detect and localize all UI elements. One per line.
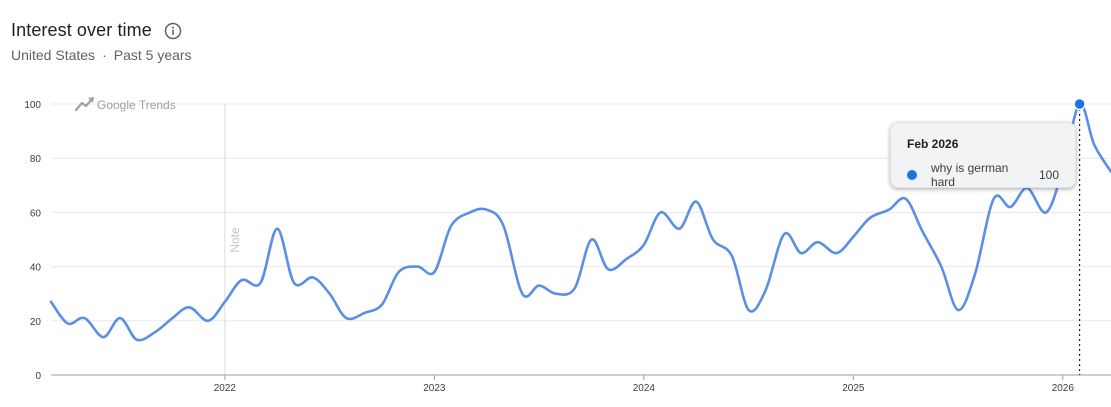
watermark-label: Google Trends [97, 98, 176, 112]
tooltip-date: Feb 2026 [907, 137, 959, 151]
y-tick-label: 20 [30, 317, 42, 328]
google-trends-watermark: Google Trends [74, 97, 176, 112]
tooltip-value: 100 [1038, 168, 1059, 182]
info-circle-icon[interactable] [164, 22, 182, 40]
region-label[interactable]: United States [11, 47, 96, 63]
chart-subtitle: United States · Past 5 years [11, 47, 192, 63]
note-annotation: Note [224, 104, 242, 375]
hover-point[interactable] [1073, 97, 1086, 111]
y-tick-label: 100 [24, 100, 41, 111]
series-line-why-is-german-hard [49, 102, 1111, 342]
tooltip-series-swatch [907, 170, 917, 180]
trending-up-icon [74, 97, 94, 112]
y-tick-label: 40 [30, 263, 42, 274]
separator-dot: · [102, 47, 107, 63]
y-tick-label: 80 [30, 154, 42, 165]
y-tick-label: 0 [35, 371, 41, 382]
chart-tooltip: Feb 2026 why is german hard 100 [890, 122, 1076, 189]
title-row: Interest over time [11, 20, 192, 41]
axes: 0 20 40 60 80 100 2022 2023 2024 2025 2026 [24, 100, 1111, 394]
tooltip-term: why is german hard [930, 161, 1009, 189]
series-layer [49, 97, 1111, 375]
chart-title: Interest over time [11, 20, 152, 40]
y-tick-label: 60 [30, 208, 42, 219]
tooltip-row: why is german hard 100 [907, 161, 1059, 189]
x-tick-label: 2022 [214, 383, 237, 394]
chart-header: Interest over time United States · Past … [11, 20, 192, 63]
period-label[interactable]: Past 5 years [113, 47, 192, 63]
note-label[interactable]: Note [228, 227, 242, 253]
x-tick-label: 2025 [842, 383, 865, 394]
x-tick-label: 2026 [1052, 383, 1075, 394]
x-tick-label: 2023 [423, 383, 446, 394]
x-tick-label: 2024 [633, 383, 656, 394]
